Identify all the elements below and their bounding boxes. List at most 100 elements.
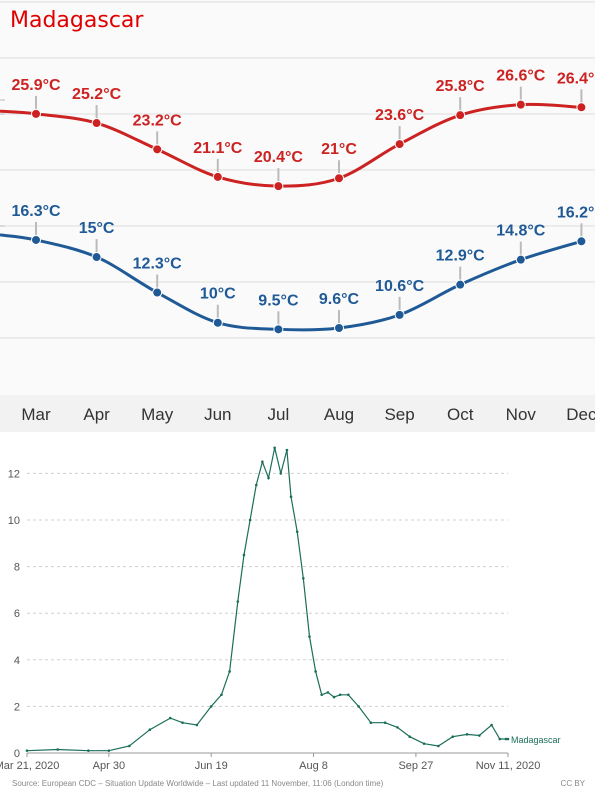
cases-point bbox=[295, 530, 299, 533]
cases-point bbox=[195, 723, 199, 727]
temperature-point bbox=[212, 317, 223, 328]
temperature-data-label: 26.6°C bbox=[496, 68, 546, 85]
cases-series-line bbox=[26, 447, 508, 752]
cases-point bbox=[396, 726, 399, 729]
cases-point bbox=[308, 635, 311, 638]
temperature-data-label: 10.6°C bbox=[375, 278, 425, 295]
cases-point bbox=[504, 737, 508, 741]
cases-point bbox=[236, 600, 240, 603]
cases-point bbox=[261, 460, 264, 464]
cases-point bbox=[320, 693, 324, 697]
temperature-data-label: 9.5°C bbox=[258, 292, 299, 309]
cases-point bbox=[168, 716, 172, 720]
month-tick-label: Dec bbox=[566, 405, 595, 424]
cases-point bbox=[267, 476, 270, 480]
temperature-point bbox=[91, 118, 102, 129]
x-tick-label: Nov 11, 2020 bbox=[476, 760, 541, 772]
temperature-data-label: 12.9°C bbox=[436, 248, 486, 265]
cases-point bbox=[242, 553, 246, 557]
cases-point bbox=[326, 691, 330, 694]
temperature-data-label: 14.8°C bbox=[496, 223, 546, 240]
temperature-data-label: 25.2°C bbox=[72, 86, 122, 103]
temperature-data-label: 25.8°C bbox=[436, 78, 486, 95]
temperature-data-label: 25.9°C bbox=[11, 77, 61, 94]
temperature-data-label: 20.4°C bbox=[254, 149, 304, 166]
temperature-point bbox=[576, 102, 587, 113]
temperature-point bbox=[31, 234, 41, 245]
temperature-point bbox=[394, 309, 405, 320]
month-tick-label: Jul bbox=[268, 405, 290, 424]
series-end-label: Madagascar bbox=[511, 735, 561, 745]
month-tick-label: Nov bbox=[506, 405, 537, 424]
temperature-data-label: 10°C bbox=[200, 286, 236, 303]
temperature-point bbox=[515, 254, 526, 265]
cases-point bbox=[490, 723, 493, 727]
cases-point bbox=[478, 734, 481, 737]
y-tick-label: 4 bbox=[14, 655, 20, 667]
month-tick-label: May bbox=[141, 405, 174, 424]
temperature-data-label: 16.2°C bbox=[557, 204, 595, 221]
temperature-data-label: 12.3°C bbox=[133, 256, 183, 273]
temperature-data-label: 21°C bbox=[321, 141, 357, 158]
y-tick-label: 2 bbox=[14, 701, 20, 713]
temperature-data-label: 16.3°C bbox=[11, 203, 61, 220]
temperature-data-label: 23.6°C bbox=[375, 107, 425, 124]
temperature-point bbox=[212, 171, 223, 182]
cases-point bbox=[248, 518, 252, 522]
cases-point bbox=[506, 737, 510, 741]
x-tick-label: Sep 27 bbox=[398, 760, 433, 772]
month-tick-label: Mar bbox=[21, 405, 51, 424]
temperature-point bbox=[515, 99, 526, 110]
month-tick-label: Apr bbox=[83, 405, 110, 424]
cases-point bbox=[273, 446, 276, 450]
temperature-point bbox=[334, 173, 344, 184]
cases-point bbox=[107, 749, 111, 752]
temperature-series-line bbox=[0, 102, 582, 188]
temperature-point bbox=[455, 279, 466, 290]
month-tick-label: Aug bbox=[324, 405, 354, 424]
cases-point bbox=[254, 483, 258, 487]
cases-point bbox=[56, 748, 60, 751]
temperature-data-label: 9.6°C bbox=[319, 291, 360, 308]
month-tick-label: Oct bbox=[447, 405, 474, 424]
temperature-point bbox=[152, 287, 163, 298]
month-axis-band bbox=[0, 395, 595, 432]
y-tick-label: 8 bbox=[14, 562, 20, 574]
cases-point bbox=[314, 670, 317, 673]
cases-point bbox=[209, 705, 213, 708]
x-tick-label: Mar 21, 2020 bbox=[0, 760, 59, 772]
cases-point bbox=[338, 693, 342, 697]
cases-point bbox=[383, 721, 387, 725]
cases-point bbox=[302, 576, 305, 580]
cases-point bbox=[289, 495, 293, 498]
cases-point bbox=[408, 735, 412, 738]
x-tick-label: Jun 19 bbox=[195, 760, 228, 772]
y-tick-label: 12 bbox=[8, 468, 20, 480]
cases-point bbox=[25, 749, 29, 752]
temperature-chart: Mar Apr May Jun Jul Aug Sep Oct Nov Dec 25.9°C 25.2… bbox=[0, 1, 595, 424]
temperature-data-label: 23.2°C bbox=[133, 112, 183, 129]
cases-point bbox=[181, 721, 184, 725]
temperature-data-label: 15°C bbox=[79, 220, 115, 237]
y-tick-label: 0 bbox=[14, 748, 20, 760]
cases-point bbox=[357, 705, 360, 708]
cases-point bbox=[148, 728, 152, 731]
x-tick-label: Aug 8 bbox=[299, 760, 328, 772]
cases-point bbox=[465, 733, 469, 736]
cases-point bbox=[279, 472, 283, 475]
cases-point bbox=[220, 693, 223, 697]
cases-point bbox=[228, 670, 231, 673]
cases-point bbox=[437, 744, 440, 748]
temperature-point bbox=[31, 108, 41, 119]
cases-point bbox=[87, 749, 90, 752]
license-label: CC BY bbox=[561, 779, 586, 788]
y-tick-label: 10 bbox=[8, 515, 20, 527]
temperature-point bbox=[152, 144, 163, 155]
temperature-point bbox=[273, 181, 284, 192]
month-tick-label: Sep bbox=[384, 405, 414, 424]
cases-point bbox=[498, 737, 502, 741]
cases-point bbox=[128, 744, 131, 748]
cases-point bbox=[369, 721, 373, 725]
page-title: Madagascar bbox=[10, 8, 144, 33]
cases-point bbox=[451, 735, 455, 738]
